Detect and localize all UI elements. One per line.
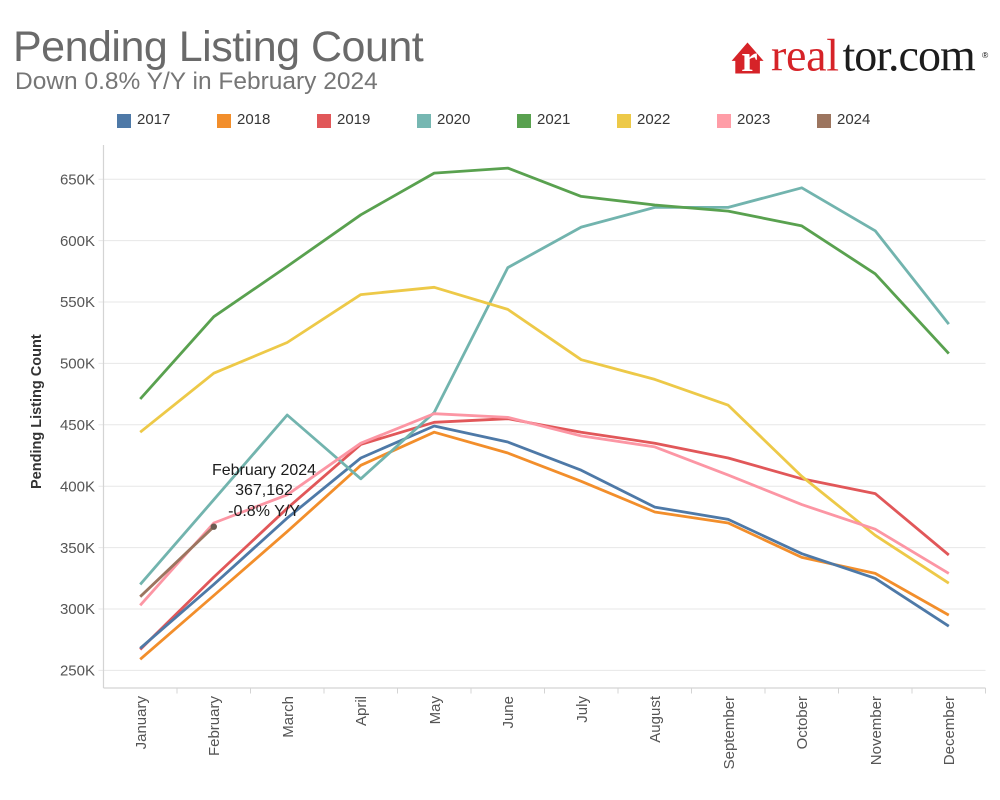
svg-text:300K: 300K <box>60 601 95 618</box>
svg-text:February: February <box>206 696 223 757</box>
svg-text:May: May <box>427 696 444 725</box>
svg-text:Pending Listing Count: Pending Listing Count <box>29 334 45 489</box>
svg-text:July: July <box>574 696 591 723</box>
svg-text:October: October <box>794 696 811 749</box>
svg-text:November: November <box>868 696 885 765</box>
svg-text:tor.com: tor.com <box>843 30 976 81</box>
svg-text:December: December <box>941 696 958 765</box>
svg-text:August: August <box>647 695 664 743</box>
svg-text:January: January <box>133 696 150 750</box>
svg-text:400K: 400K <box>60 478 95 495</box>
svg-text:500K: 500K <box>60 356 95 373</box>
svg-text:650K: 650K <box>60 171 95 188</box>
svg-text:April: April <box>353 696 370 726</box>
svg-text:250K: 250K <box>60 663 95 680</box>
svg-text:600K: 600K <box>60 233 95 250</box>
svg-text:September: September <box>721 696 738 769</box>
svg-text:March: March <box>280 696 297 738</box>
svg-text:550K: 550K <box>60 294 95 311</box>
svg-text:r: r <box>741 39 757 80</box>
svg-text:450K: 450K <box>60 417 95 434</box>
svg-text:®: ® <box>982 50 989 60</box>
svg-text:real: real <box>771 30 839 81</box>
svg-text:350K: 350K <box>60 540 95 557</box>
svg-text:June: June <box>500 696 517 729</box>
